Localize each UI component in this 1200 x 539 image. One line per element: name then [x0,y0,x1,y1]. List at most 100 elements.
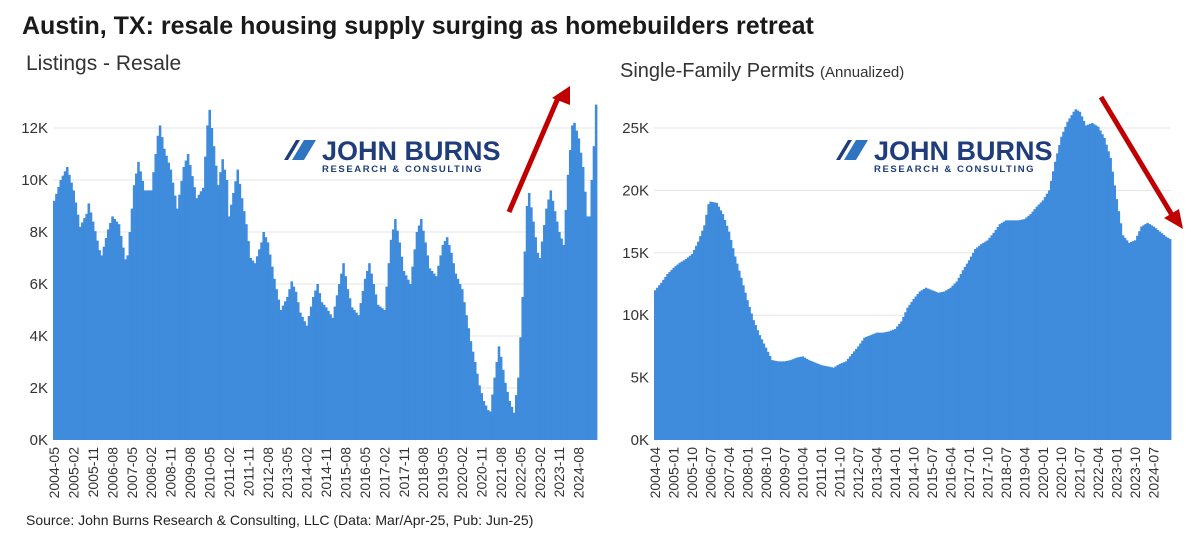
right-bar-2015-10 [937,292,940,440]
left-bar-2012-03 [255,256,259,440]
right-bar-2023-12 [1138,231,1141,440]
left-bar-2018-02 [409,284,412,440]
right-bar-2024-02 [1142,225,1145,440]
right-bar-2005-09 [688,255,692,440]
left-xtick-label: 2014-11 [318,447,334,498]
left-bar-2006-11 [117,224,121,440]
left-bar-2018-05 [415,232,419,440]
right-ytick-label: 5K [631,370,649,387]
left-bar-2024-04 [568,150,572,440]
right-bar-2019-02 [1019,219,1022,440]
left-bar-2014-07 [316,284,319,440]
left-bar-2007-10 [141,180,145,441]
right-bar-2015-12 [941,291,944,440]
left-bar-2018-03 [411,266,414,440]
right-bar-2021-08 [1080,116,1084,441]
right-bar-2019-11 [1037,204,1041,440]
left-bar-2017-11 [402,271,406,440]
left-bar-2023-03 [540,241,544,440]
left-xtick-label: 2012-08 [260,447,276,499]
right-bar-2014-11 [914,296,917,440]
left-bar-2015-03 [333,306,337,440]
left-bar-2012-06 [262,232,265,440]
right-bar-2005-08 [686,257,690,440]
left-bar-2024-07 [575,130,578,440]
right-bar-2008-02 [748,306,751,440]
right-bar-2009-09 [787,360,790,440]
right-bar-2006-08 [711,202,714,440]
right-bar-2004-09 [664,276,667,440]
left-xtick-label: 2016-05 [357,447,373,499]
left-bar-2012-08 [266,242,270,440]
right-bar-2014-06 [904,312,907,440]
right-bar-2006-05 [705,214,708,440]
right-bar-2011-04 [826,366,829,440]
left-bar-2005-08 [85,213,88,440]
left-bar-2005-10 [89,212,93,440]
right-bar-2018-04 [998,224,1002,440]
right-bar-2019-04 [1023,219,1026,440]
left-bar-2024-02 [564,209,568,440]
left-bar-2021-01 [484,405,488,440]
right-bar-2022-02 [1093,124,1096,440]
left-bar-2022-04 [517,377,520,440]
right-ytick-label: 15K [622,245,649,262]
page-title: Austin, TX: resale housing supply surgin… [22,12,814,40]
left-ytick-label: 8K [30,224,48,241]
right-bar-2022-08 [1105,144,1108,440]
right-bar-2006-06 [707,204,710,440]
left-bar-2006-06 [106,229,110,440]
left-bar-2012-12 [275,289,278,440]
left-bar-2020-11 [480,393,483,440]
left-bar-2017-01 [381,308,384,440]
right-xtick-label: 2014-01 [887,447,903,499]
right-bar-2019-01 [1017,220,1020,440]
right-bar-2015-11 [939,292,942,440]
left-bar-2017-07 [394,219,397,440]
right-bar-2020-03 [1045,193,1049,440]
left-bar-2024-01 [562,245,566,440]
right-bar-2022-01 [1090,123,1094,440]
left-bar-2013-02 [279,310,283,440]
right-bar-2021-07 [1078,111,1082,440]
left-bar-2007-11 [143,190,147,440]
right-bar-2013-03 [873,333,876,440]
left-xtick-label: 2020-11 [474,447,490,498]
left-bar-2007-06 [132,185,136,440]
left-bar-2009-11 [195,198,199,440]
right-bar-2005-01 [672,267,675,440]
right-bar-2023-10 [1134,240,1137,440]
right-bar-2020-06 [1052,171,1055,440]
left-bar-2009-08 [189,165,192,441]
left-bar-2022-11 [532,221,535,440]
right-bar-2007-02 [723,219,727,440]
right-bar-2014-05 [902,316,905,440]
left-bar-2005-01 [70,182,73,440]
left-bar-2018-07 [419,219,423,440]
left-bar-2013-09 [294,291,298,440]
right-bar-2014-01 [894,328,897,440]
left-bar-2022-12 [534,237,537,440]
left-bar-2023-01 [536,252,540,440]
right-bar-2014-12 [916,293,920,440]
right-xtick-label: 2022-04 [1090,447,1106,499]
left-bar-2015-08 [344,276,347,440]
logo-text-right: JOHN BURNS [874,136,1053,166]
left-bar-2012-01 [251,260,255,440]
right-bar-2021-12 [1088,123,1092,440]
left-bar-2020-12 [482,401,486,440]
right-bar-2022-07 [1103,137,1106,441]
left-bar-2012-10 [271,266,274,440]
left-bar-2005-04 [76,214,80,440]
logo-mark-right [836,140,852,160]
left-bar-2023-09 [553,211,557,440]
right-bar-2012-02 [846,358,850,440]
right-bar-2007-11 [742,285,745,440]
left-bar-2023-12 [560,238,563,440]
right-bar-2024-03 [1144,224,1147,440]
left-bar-2021-03 [489,411,492,440]
right-bar-2015-05 [926,288,930,440]
left-xtick-label: 2020-02 [454,447,470,499]
left-xtick-label: 2009-08 [182,447,198,499]
